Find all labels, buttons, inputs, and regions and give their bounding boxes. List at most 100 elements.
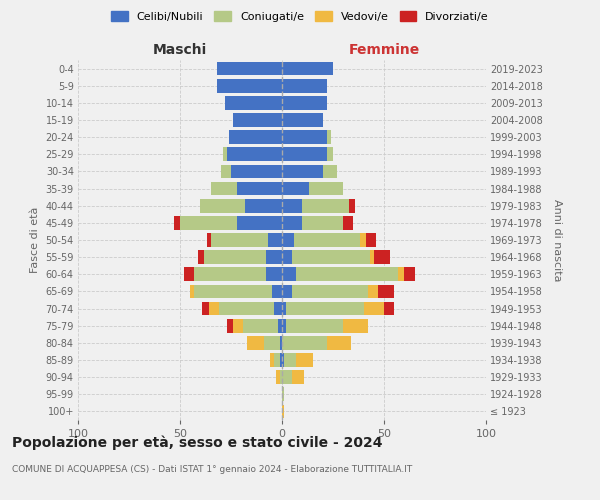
- Bar: [205, 250, 266, 264]
- Bar: [282, 182, 308, 196]
- Bar: [364, 302, 384, 316]
- Bar: [274, 302, 282, 316]
- Bar: [243, 319, 278, 332]
- Bar: [190, 284, 194, 298]
- Bar: [282, 336, 327, 349]
- Bar: [282, 130, 327, 144]
- Bar: [292, 284, 368, 298]
- Bar: [282, 62, 333, 76]
- Bar: [282, 302, 286, 316]
- Bar: [200, 199, 245, 212]
- Bar: [282, 164, 323, 178]
- Bar: [323, 164, 337, 178]
- Bar: [282, 250, 292, 264]
- Bar: [280, 353, 282, 367]
- Bar: [282, 319, 286, 332]
- Bar: [284, 353, 296, 367]
- Bar: [227, 319, 233, 332]
- Bar: [266, 268, 282, 281]
- Text: Maschi: Maschi: [153, 44, 207, 58]
- Bar: [268, 233, 282, 247]
- Bar: [233, 113, 282, 127]
- Bar: [398, 268, 404, 281]
- Bar: [199, 250, 205, 264]
- Bar: [282, 79, 327, 92]
- Bar: [286, 319, 343, 332]
- Bar: [231, 164, 282, 178]
- Bar: [209, 302, 219, 316]
- Legend: Celibi/Nubili, Coniugati/e, Vedovi/e, Divorziati/e: Celibi/Nubili, Coniugati/e, Vedovi/e, Di…: [108, 8, 492, 25]
- Bar: [365, 233, 376, 247]
- Bar: [327, 130, 331, 144]
- Bar: [219, 302, 274, 316]
- Bar: [282, 148, 327, 161]
- Bar: [274, 353, 280, 367]
- Bar: [272, 284, 282, 298]
- Bar: [308, 182, 343, 196]
- Bar: [374, 250, 390, 264]
- Bar: [266, 250, 282, 264]
- Bar: [229, 130, 282, 144]
- Bar: [292, 370, 304, 384]
- Bar: [184, 268, 194, 281]
- Bar: [296, 268, 398, 281]
- Bar: [282, 199, 302, 212]
- Bar: [378, 284, 394, 298]
- Bar: [327, 148, 333, 161]
- Bar: [263, 336, 280, 349]
- Bar: [343, 319, 368, 332]
- Text: Popolazione per età, sesso e stato civile - 2024: Popolazione per età, sesso e stato civil…: [12, 436, 383, 450]
- Bar: [174, 216, 180, 230]
- Text: Femmine: Femmine: [349, 44, 419, 58]
- Bar: [404, 268, 415, 281]
- Bar: [227, 148, 282, 161]
- Bar: [282, 284, 292, 298]
- Bar: [327, 336, 352, 349]
- Bar: [237, 182, 282, 196]
- Bar: [245, 199, 282, 212]
- Bar: [194, 284, 272, 298]
- Bar: [292, 250, 370, 264]
- Bar: [282, 388, 284, 401]
- Bar: [223, 148, 227, 161]
- Text: COMUNE DI ACQUAPPESA (CS) - Dati ISTAT 1° gennaio 2024 - Elaborazione TUTTITALIA: COMUNE DI ACQUAPPESA (CS) - Dati ISTAT 1…: [12, 466, 412, 474]
- Bar: [247, 336, 263, 349]
- Y-axis label: Anni di nascita: Anni di nascita: [553, 198, 562, 281]
- Bar: [302, 199, 349, 212]
- Bar: [180, 216, 237, 230]
- Bar: [270, 353, 274, 367]
- Bar: [278, 319, 282, 332]
- Bar: [221, 164, 231, 178]
- Bar: [233, 319, 243, 332]
- Bar: [282, 404, 284, 418]
- Bar: [202, 302, 209, 316]
- Bar: [349, 199, 355, 212]
- Bar: [370, 250, 374, 264]
- Bar: [276, 370, 280, 384]
- Bar: [282, 370, 292, 384]
- Bar: [343, 216, 353, 230]
- Bar: [206, 233, 211, 247]
- Bar: [280, 370, 282, 384]
- Bar: [217, 79, 282, 92]
- Bar: [296, 353, 313, 367]
- Bar: [211, 233, 268, 247]
- Bar: [282, 353, 284, 367]
- Bar: [302, 216, 343, 230]
- Bar: [359, 233, 365, 247]
- Bar: [286, 302, 364, 316]
- Bar: [282, 96, 327, 110]
- Bar: [217, 62, 282, 76]
- Bar: [237, 216, 282, 230]
- Bar: [384, 302, 394, 316]
- Bar: [282, 268, 296, 281]
- Bar: [280, 336, 282, 349]
- Bar: [282, 216, 302, 230]
- Y-axis label: Fasce di età: Fasce di età: [30, 207, 40, 273]
- Bar: [294, 233, 359, 247]
- Bar: [194, 268, 266, 281]
- Bar: [282, 113, 323, 127]
- Bar: [211, 182, 237, 196]
- Bar: [368, 284, 378, 298]
- Bar: [282, 233, 294, 247]
